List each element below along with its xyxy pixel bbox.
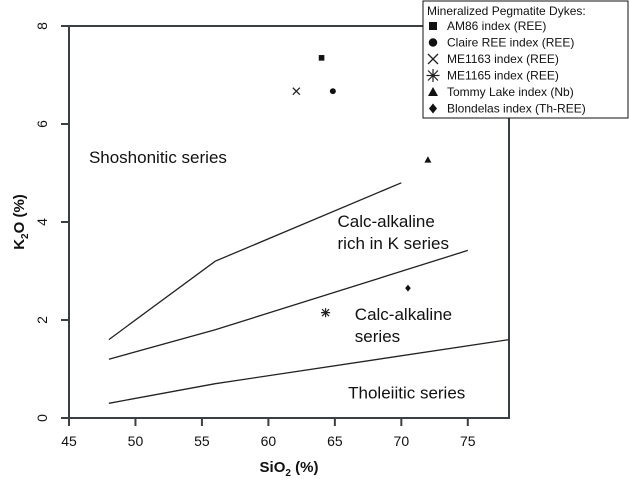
region-labels: Shoshonitic series Calc-alkaline rich in K… [89, 148, 465, 402]
y-tick-label: 6 [34, 120, 50, 128]
data-points [292, 55, 432, 318]
x-tick-label: 75 [460, 433, 476, 449]
y-tick-label: 0 [34, 414, 50, 422]
data-point-square [318, 55, 325, 61]
data-point-triangle [424, 156, 432, 163]
legend-triangle-icon [428, 87, 438, 96]
x-tick-label: 50 [128, 433, 144, 449]
legend-item-label: Claire REE index (REE) [447, 36, 574, 50]
legend-item-label: Blondelas index (Th-REE) [447, 102, 586, 116]
shoshonitic-boundary [108, 182, 402, 341]
y-tick-label: 8 [34, 22, 50, 30]
legend-item-label: ME1165 index (REE) [447, 69, 559, 83]
legend-asterisk-icon [426, 69, 440, 82]
legend-diamond-icon [429, 103, 437, 114]
y-tick-label: 2 [34, 316, 50, 324]
tholeiitic-boundary [108, 338, 510, 404]
x-tick-label: 45 [61, 433, 77, 449]
y-tick-label: 4 [34, 218, 50, 226]
legend-box [422, 0, 629, 119]
y-axis: 0 2 4 6 8 [34, 22, 69, 422]
region-label: Calc-alkaline rich in K series [338, 212, 449, 253]
data-point-asterisk [321, 308, 331, 318]
legend: Mineralized Pegmatite Dykes: AM86 index … [422, 0, 629, 119]
legend-item-label: ME1163 index (REE) [447, 52, 559, 66]
high-k-boundary [108, 249, 468, 360]
x-axis-label: SiO2 (%) [260, 459, 319, 479]
legend-item-label: AM86 index (REE) [447, 19, 546, 33]
legend-circle-icon [428, 38, 438, 47]
data-point-diamond [405, 284, 411, 292]
x-tick-label: 60 [261, 433, 277, 449]
data-point-x [292, 87, 301, 96]
y-axis-label: K2O (%) [11, 194, 31, 250]
legend-square-icon [429, 22, 437, 30]
region-label: Shoshonitic series [89, 148, 227, 167]
x-tick-label: 65 [327, 433, 343, 449]
x-tick-label: 55 [194, 433, 210, 449]
region-label: Tholeiitic series [348, 383, 465, 402]
data-point-circle [329, 88, 336, 95]
series-boundaries [108, 182, 510, 404]
legend-item-label: Tommy Lake index (Nb) [447, 85, 574, 99]
legend-title: Mineralized Pegmatite Dykes: [427, 4, 586, 18]
legend-x-icon [427, 53, 439, 65]
x-axis: 45 50 55 60 65 70 75 [61, 418, 476, 449]
region-label: Calc-alkaline series [355, 305, 452, 346]
x-tick-label: 70 [394, 433, 410, 449]
